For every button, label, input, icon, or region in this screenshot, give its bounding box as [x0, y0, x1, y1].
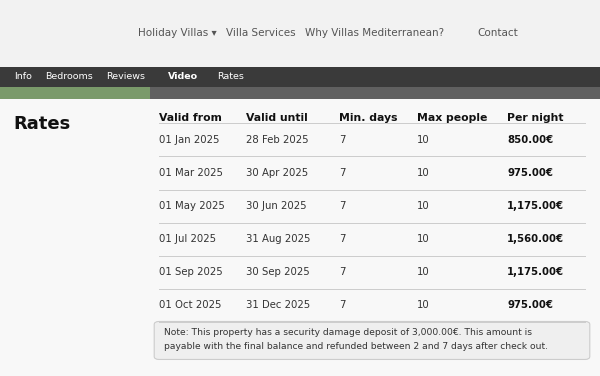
Text: Info: Info — [14, 73, 32, 81]
Text: 31 Aug 2025: 31 Aug 2025 — [246, 234, 311, 244]
Text: 7: 7 — [339, 300, 346, 310]
Text: 30 Apr 2025: 30 Apr 2025 — [246, 168, 308, 178]
Text: 10: 10 — [417, 300, 430, 310]
Text: Note: This property has a security damage deposit of 3,000.00€. This amount is
p: Note: This property has a security damag… — [164, 328, 548, 351]
Text: 30 Jun 2025: 30 Jun 2025 — [246, 201, 307, 211]
Text: 1,560.00€: 1,560.00€ — [507, 234, 564, 244]
Text: editerranean: editerranean — [38, 27, 97, 36]
Text: 01 Jan 2025: 01 Jan 2025 — [159, 135, 220, 145]
Text: Holiday Villas ▾: Holiday Villas ▾ — [137, 28, 217, 38]
Text: 01 May 2025: 01 May 2025 — [159, 201, 225, 211]
Text: 975.00€: 975.00€ — [507, 300, 553, 310]
Text: 7: 7 — [339, 201, 346, 211]
Text: 10: 10 — [417, 267, 430, 277]
Text: Villa Services: Villa Services — [226, 28, 296, 38]
Text: 01 Oct 2025: 01 Oct 2025 — [159, 300, 221, 310]
Text: 01 Sep 2025: 01 Sep 2025 — [159, 267, 223, 277]
Text: Bedrooms: Bedrooms — [45, 73, 93, 81]
Text: 01 Jul 2025: 01 Jul 2025 — [159, 234, 216, 244]
Text: 7: 7 — [339, 267, 346, 277]
Text: M: M — [14, 21, 39, 43]
Text: Max people: Max people — [417, 113, 487, 123]
Text: Reviews: Reviews — [107, 73, 146, 81]
Text: 1,175.00€: 1,175.00€ — [507, 201, 564, 211]
Text: 28 Feb 2025: 28 Feb 2025 — [246, 135, 308, 145]
Text: 01 Mar 2025: 01 Mar 2025 — [159, 168, 223, 178]
Text: Rates: Rates — [218, 73, 244, 81]
Text: Min. days: Min. days — [339, 113, 397, 123]
Text: 10: 10 — [417, 135, 430, 145]
Text: 1,175.00€: 1,175.00€ — [507, 267, 564, 277]
Text: Per night: Per night — [507, 113, 563, 123]
Text: Rates: Rates — [13, 115, 70, 133]
Text: Contact: Contact — [478, 28, 518, 38]
Text: 7: 7 — [339, 234, 346, 244]
Text: 10: 10 — [417, 234, 430, 244]
Text: 31 Dec 2025: 31 Dec 2025 — [246, 300, 310, 310]
Text: 7: 7 — [339, 168, 346, 178]
Text: 7: 7 — [339, 135, 346, 145]
Text: 10: 10 — [417, 201, 430, 211]
Text: Valid from: Valid from — [159, 113, 222, 123]
Text: 850.00€: 850.00€ — [507, 135, 553, 145]
Text: 30 Sep 2025: 30 Sep 2025 — [246, 267, 310, 277]
Text: Why Villas Mediterranean?: Why Villas Mediterranean? — [305, 28, 445, 38]
Text: 975.00€: 975.00€ — [507, 168, 553, 178]
Text: 10: 10 — [417, 168, 430, 178]
Text: Video: Video — [168, 73, 198, 81]
Text: Valid until: Valid until — [246, 113, 308, 123]
